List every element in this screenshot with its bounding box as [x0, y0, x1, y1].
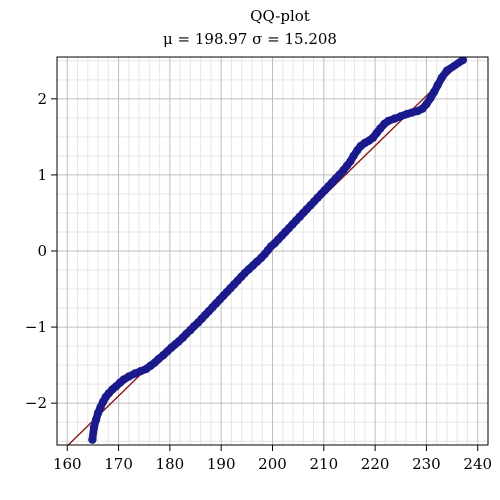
- major-grid: [57, 57, 488, 445]
- data-points: [88, 57, 468, 444]
- x-tick-label: 240: [463, 455, 492, 473]
- x-tick-label: 200: [258, 455, 287, 473]
- qq-point: [458, 57, 468, 65]
- x-tick-label: 230: [412, 455, 441, 473]
- chart-title: QQ-plot: [250, 7, 310, 25]
- x-tick-label: 220: [361, 455, 390, 473]
- x-tick-label: 170: [104, 455, 133, 473]
- y-tick-label: −2: [25, 394, 47, 412]
- x-axis-ticks: 160 170 180 190 200 210 220 230 240: [53, 445, 492, 473]
- chart-subtitle: μ = 198.97 σ = 15.208: [163, 30, 337, 48]
- x-tick-label: 160: [53, 455, 82, 473]
- y-tick-label: 1: [37, 166, 47, 184]
- x-tick-label: 180: [156, 455, 185, 473]
- y-axis-ticks: −2 −1 0 1 2: [25, 90, 57, 412]
- x-tick-label: 190: [207, 455, 236, 473]
- x-tick-label: 210: [309, 455, 338, 473]
- y-tick-label: 2: [37, 90, 47, 108]
- y-tick-label: −1: [25, 318, 47, 336]
- y-tick-label: 0: [37, 242, 47, 260]
